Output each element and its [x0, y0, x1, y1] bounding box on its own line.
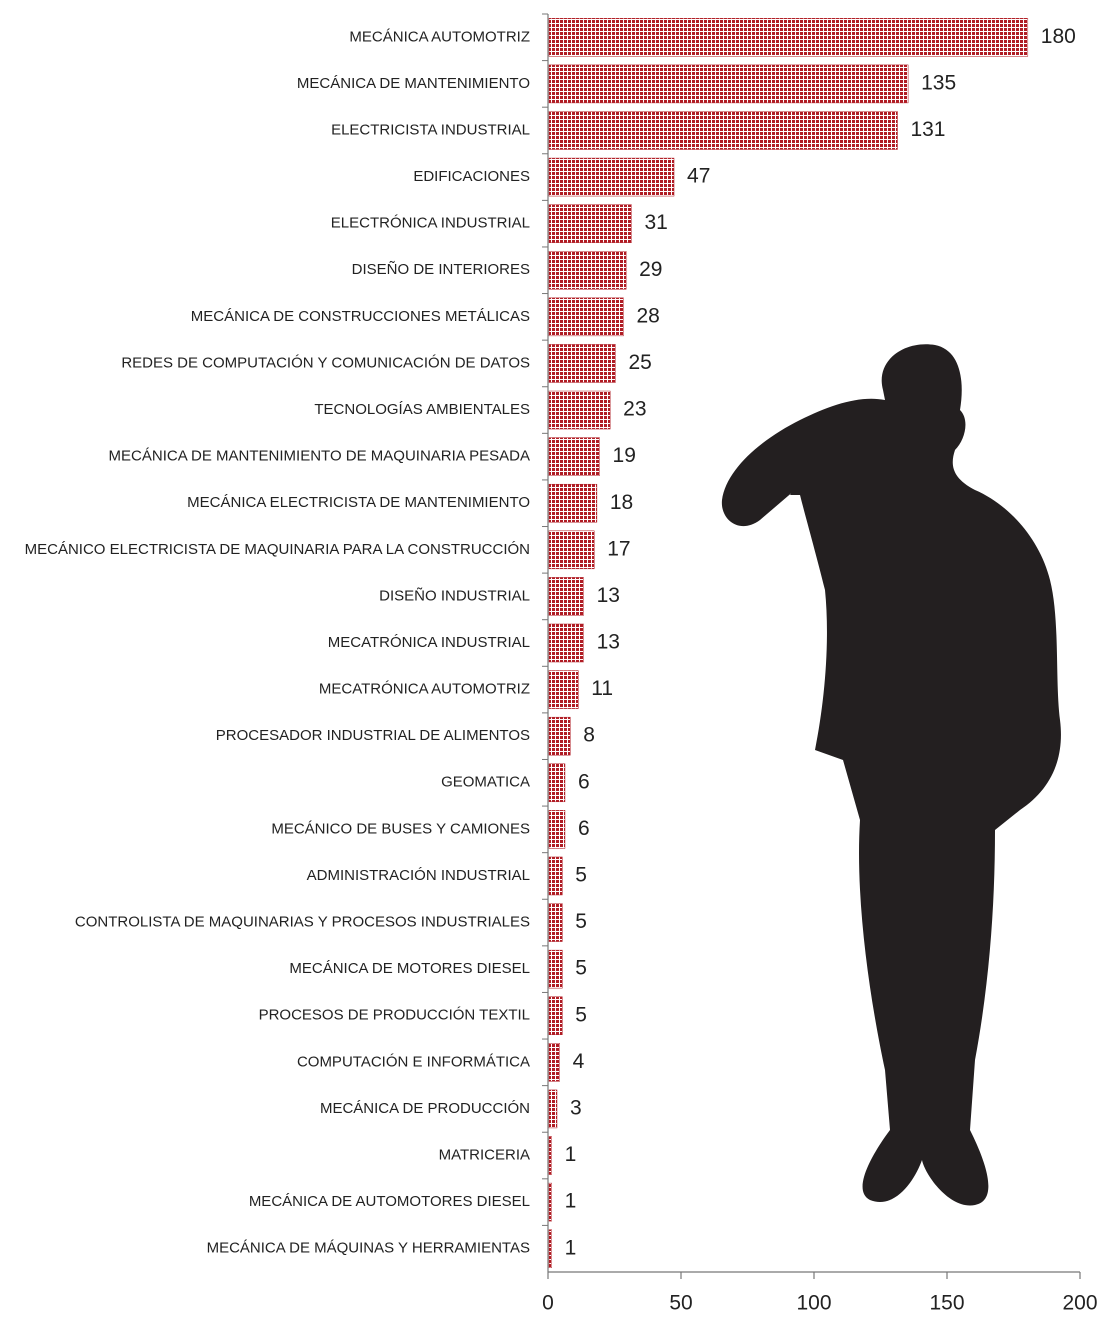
bar [549, 531, 594, 569]
category-label: MECÁNICA AUTOMOTRIZ [349, 28, 530, 45]
category-label: COMPUTACIÓN E INFORMÁTICA [297, 1053, 530, 1070]
bar [549, 810, 565, 848]
category-label: MECÁNICA DE CONSTRUCCIONES METÁLICAS [191, 308, 530, 325]
bar [549, 298, 623, 336]
x-tick-label: 200 [1062, 1292, 1097, 1315]
soldier-silhouette [722, 344, 1061, 1205]
value-label: 4 [573, 1050, 585, 1073]
category-label: REDES DE COMPUTACIÓN Y COMUNICACIÓN DE D… [121, 354, 530, 371]
value-label: 28 [636, 304, 659, 327]
category-label: MECÁNICA DE MÁQUINAS Y HERRAMIENTAS [207, 1240, 530, 1257]
value-label: 17 [607, 537, 630, 560]
bar [549, 484, 597, 522]
value-label: 5 [575, 1003, 587, 1026]
category-label: DISEÑO INDUSTRIAL [379, 587, 530, 604]
category-label: MECATRÓNICA AUTOMOTRIZ [319, 681, 530, 698]
bar [549, 857, 562, 895]
bar [549, 1183, 552, 1221]
value-label: 13 [597, 631, 620, 654]
value-label: 18 [610, 491, 633, 514]
category-label: ELECTRICISTA INDUSTRIAL [331, 121, 530, 138]
value-label: 180 [1041, 25, 1076, 48]
x-tick-label: 100 [796, 1292, 831, 1315]
x-tick-label: 50 [669, 1292, 692, 1315]
category-label: ELECTRÓNICA INDUSTRIAL [331, 215, 530, 232]
x-tick-label: 150 [929, 1292, 964, 1315]
bar [549, 251, 626, 289]
value-label: 6 [578, 817, 590, 840]
value-label: 19 [613, 444, 636, 467]
category-label: EDIFICACIONES [413, 168, 530, 185]
category-label: ADMINISTRACIÓN INDUSTRIAL [307, 867, 530, 884]
value-label: 3 [570, 1096, 582, 1119]
category-label: MATRICERIA [439, 1146, 530, 1163]
value-label: 1 [565, 1190, 577, 1213]
bar [549, 158, 674, 196]
category-label: PROCESADOR INDUSTRIAL DE ALIMENTOS [216, 727, 530, 744]
bar [549, 717, 570, 755]
category-label: MECÁNICA ELECTRICISTA DE MANTENIMIENTO [187, 494, 530, 511]
x-tick-label: 0 [542, 1292, 554, 1315]
bar [549, 997, 562, 1035]
value-label: 1 [565, 1236, 577, 1259]
category-label: MECÁNICA DE PRODUCCIÓN [320, 1100, 530, 1117]
value-label: 1 [565, 1143, 577, 1166]
category-label: MECATRÓNICA INDUSTRIAL [328, 634, 530, 651]
bar [549, 764, 565, 802]
value-label: 5 [575, 957, 587, 980]
category-label: MECÁNICA DE AUTOMOTORES DIESEL [249, 1193, 530, 1210]
value-label: 25 [629, 351, 652, 374]
value-label: 31 [644, 211, 667, 234]
bar [549, 1090, 557, 1128]
value-label: 135 [921, 71, 956, 94]
bar [549, 111, 897, 149]
bar [549, 904, 562, 942]
bar [549, 950, 562, 988]
category-label: MECÁNICA DE MANTENIMIENTO DE MAQUINARIA … [109, 448, 530, 465]
chart: 0 50 100 150 200 MECÁNICA AUTOMOTRIZ MECÁNICA … [0, 0, 1105, 1318]
value-label: 23 [623, 398, 646, 421]
value-label: 11 [591, 677, 613, 700]
value-label: 13 [597, 584, 620, 607]
bar [549, 1230, 552, 1268]
bar [549, 438, 600, 476]
value-label: 47 [687, 165, 710, 188]
bar [549, 391, 610, 429]
bar [549, 671, 578, 709]
value-label: 5 [575, 910, 587, 933]
category-label: PROCESOS DE PRODUCCIÓN TEXTIL [259, 1007, 530, 1024]
category-label: CONTROLISTA DE MAQUINARIAS Y PROCESOS IN… [75, 914, 530, 931]
category-label: MECÁNICO DE BUSES Y CAMIONES [271, 820, 530, 837]
category-label: MECÁNICA DE MOTORES DIESEL [289, 960, 530, 977]
category-label: DISEÑO DE INTERIORES [352, 261, 530, 278]
category-label: MECÁNICO ELECTRICISTA DE MAQUINARIA PARA… [25, 541, 530, 558]
bar [549, 624, 584, 662]
bar [549, 205, 631, 243]
bar [549, 344, 616, 382]
bar [549, 577, 584, 615]
value-label: 8 [583, 724, 595, 747]
value-label: 6 [578, 770, 590, 793]
value-label: 29 [639, 258, 662, 281]
bar [549, 65, 908, 103]
category-label: MECÁNICA DE MANTENIMIENTO [297, 75, 530, 92]
category-label: TECNOLOGÍAS AMBIENTALES [314, 401, 530, 418]
value-label: 131 [910, 118, 945, 141]
bar [549, 18, 1028, 56]
bar [549, 1137, 552, 1175]
category-label: GEOMATICA [441, 774, 530, 791]
value-label: 5 [575, 864, 587, 887]
bar [549, 1043, 560, 1081]
